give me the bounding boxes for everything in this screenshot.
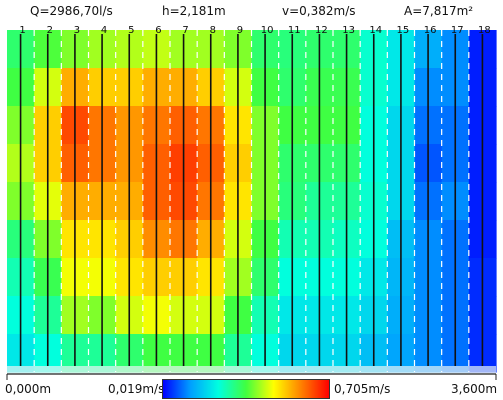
column-label: 5: [128, 25, 134, 36]
x-axis-end-label: 3,600m: [451, 382, 498, 396]
column-label: 8: [210, 25, 216, 36]
column-label: 7: [182, 25, 188, 36]
colorbar-min-label: 0,019m/s: [108, 382, 165, 396]
column-label: 12: [315, 25, 328, 36]
colorbar-max-label: 0,705m/s: [334, 382, 391, 396]
heatmap-cells: [7, 30, 497, 374]
column-label: 15: [397, 25, 410, 36]
colorbar: [162, 379, 330, 399]
column-label: 14: [369, 25, 382, 36]
column-label: 16: [424, 25, 437, 36]
depth-value: h=2,181m: [162, 4, 226, 18]
discharge-value: Q=2986,70l/s: [30, 4, 113, 18]
x-axis-start-label: 0,000m: [5, 382, 52, 396]
column-label: 3: [74, 25, 80, 36]
column-label: 4: [101, 25, 107, 36]
column-label: 1: [19, 25, 25, 36]
column-labels: 1 2 3 4 5 6 7 8 9 10 11 12 13 14 15 16 17 18: [19, 25, 490, 36]
column-label: 13: [342, 25, 355, 36]
column-label: 17: [451, 25, 464, 36]
column-label: 18: [478, 25, 491, 36]
stats-bar: Q=2986,70l/s h=2,181m v=0,382m/s A=7,817…: [0, 0, 503, 22]
column-label: 2: [47, 25, 53, 36]
area-value: A=7,817m²: [404, 4, 474, 18]
column-label: 11: [288, 25, 301, 36]
column-label: 9: [237, 25, 243, 36]
bed-strip: [7, 366, 496, 374]
column-label: 6: [155, 25, 161, 36]
column-label: 10: [261, 25, 274, 36]
velocity-value: v=0,382m/s: [282, 4, 356, 18]
measurement-lines: [19, 30, 484, 372]
